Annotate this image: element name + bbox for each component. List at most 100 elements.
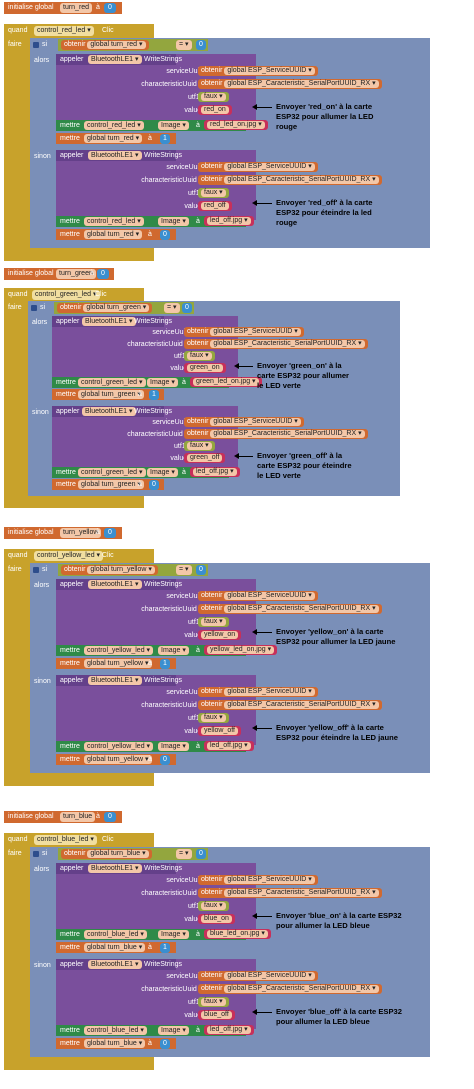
characteristic-uuid-dropdown[interactable]: global ESP_Caracteristic_SerialPortUUID_…: [210, 340, 365, 348]
button-name-dropdown[interactable]: control_blue_led ▾: [34, 835, 97, 845]
image-property-dropdown[interactable]: Image ▾: [158, 646, 189, 655]
image-file-field[interactable]: yellow_led_on.jpg ▾: [207, 646, 275, 654]
text-value-block[interactable]: blue_off: [198, 1010, 235, 1020]
equals-compare-block[interactable]: obtenir global turn_red ▾ = ▾ 0: [58, 39, 208, 51]
number-zero-block[interactable]: 0: [160, 755, 170, 765]
then-set-global-block[interactable]: mettre global turn_blue ▾ à 1: [56, 942, 176, 953]
image-property-dropdown[interactable]: Image ▾: [147, 468, 178, 477]
button-component-dropdown[interactable]: control_red_led ▾: [84, 217, 144, 226]
number-zero-block[interactable]: 0: [104, 3, 116, 13]
component-dropdown[interactable]: BluetoothLE1 ▾: [82, 317, 136, 326]
text-value-field[interactable]: blue_off: [201, 1011, 232, 1019]
text-value-block[interactable]: blue_on: [198, 914, 235, 924]
image-file-block[interactable]: blue_led_on.jpg ▾: [204, 929, 271, 939]
get-variable-block[interactable]: obtenir global turn_blue ▾: [61, 849, 152, 859]
get-characteristic-uuid-block[interactable]: obtenir global ESP_Caracteristic_SerialP…: [198, 79, 382, 89]
get-characteristic-uuid-block[interactable]: obtenir global ESP_Caracteristic_SerialP…: [198, 700, 382, 710]
characteristic-uuid-dropdown[interactable]: global ESP_Caracteristic_SerialPortUUID_…: [224, 889, 379, 897]
equals-compare-block[interactable]: obtenir global turn_yellow ▾ = ▾ 0: [58, 564, 208, 576]
image-file-field[interactable]: led_off.jpg ▾: [207, 217, 251, 225]
equals-operator-dropdown[interactable]: = ▾: [176, 849, 192, 859]
service-uuid-dropdown[interactable]: global ESP_ServiceUUID ▾: [224, 972, 315, 980]
text-value-block[interactable]: green_on: [184, 363, 226, 373]
button-component-dropdown[interactable]: control_red_led ▾: [84, 121, 144, 130]
button-component-dropdown[interactable]: control_blue_led ▾: [84, 930, 147, 939]
else-set-global-block[interactable]: mettre global turn_green ▾ à 0: [52, 479, 164, 490]
service-uuid-dropdown[interactable]: global ESP_ServiceUUID ▾: [224, 592, 315, 600]
get-characteristic-uuid-block[interactable]: obtenir global ESP_Caracteristic_SerialP…: [184, 429, 368, 439]
characteristic-uuid-dropdown[interactable]: global ESP_Caracteristic_SerialPortUUID_…: [224, 701, 379, 709]
text-value-field[interactable]: red_off: [201, 202, 229, 210]
get-service-uuid-block[interactable]: obtenir global ESP_ServiceUUID ▾: [198, 162, 318, 172]
image-file-field[interactable]: blue_led_on.jpg ▾: [207, 930, 268, 938]
image-property-dropdown[interactable]: Image ▾: [147, 378, 178, 387]
get-service-uuid-block[interactable]: obtenir global ESP_ServiceUUID ▾: [198, 66, 318, 76]
number-zero-block[interactable]: 0: [97, 269, 109, 279]
equals-operator-dropdown[interactable]: = ▾: [164, 303, 180, 313]
text-value-field[interactable]: green_on: [187, 364, 223, 372]
global-variable-dropdown[interactable]: global turn_green ▾: [78, 390, 144, 399]
image-property-dropdown[interactable]: Image ▾: [158, 121, 189, 130]
service-uuid-dropdown[interactable]: global ESP_ServiceUUID ▾: [224, 67, 315, 75]
button-component-dropdown[interactable]: control_green_led ▾: [78, 378, 146, 387]
get-service-uuid-block[interactable]: obtenir global ESP_ServiceUUID ▾: [198, 687, 318, 697]
component-dropdown[interactable]: BluetoothLE1 ▾: [88, 580, 142, 589]
false-boolean-block[interactable]: faux ▾: [184, 441, 215, 451]
equals-compare-block[interactable]: obtenir global turn_green ▾ = ▾ 0: [54, 302, 194, 314]
service-uuid-dropdown[interactable]: global ESP_ServiceUUID ▾: [224, 876, 315, 884]
number-one-block[interactable]: 1: [149, 390, 159, 400]
get-variable-block[interactable]: obtenir global turn_red ▾: [61, 40, 149, 50]
component-dropdown[interactable]: BluetoothLE1 ▾: [82, 407, 136, 416]
component-dropdown[interactable]: BluetoothLE1 ▾: [88, 864, 142, 873]
number-one-block[interactable]: 1: [160, 943, 170, 953]
component-dropdown[interactable]: BluetoothLE1 ▾: [88, 676, 142, 685]
gear-icon[interactable]: [33, 567, 39, 573]
variable-name-field[interactable]: turn_red: [60, 3, 93, 13]
false-dropdown[interactable]: faux ▾: [201, 618, 226, 626]
false-dropdown[interactable]: faux ▾: [201, 714, 226, 722]
button-component-dropdown[interactable]: control_blue_led ▾: [84, 1026, 147, 1035]
number-zero-block[interactable]: 0: [160, 230, 170, 240]
get-variable-dropdown[interactable]: global turn_green ▾: [83, 304, 150, 312]
get-variable-dropdown[interactable]: global turn_yellow ▾: [87, 566, 155, 574]
then-set-global-block[interactable]: mettre global turn_yellow ▾ à 1: [56, 658, 176, 669]
service-uuid-dropdown[interactable]: global ESP_ServiceUUID ▾: [210, 418, 301, 426]
initialise-global-block[interactable]: initialise global turn_red à 0: [4, 2, 122, 14]
image-property-dropdown[interactable]: Image ▾: [158, 930, 189, 939]
then-set-image-block[interactable]: mettre control_blue_led ▾ Image ▾ à: [56, 929, 246, 940]
image-file-block[interactable]: led_off.jpg ▾: [190, 467, 240, 477]
then-set-image-block[interactable]: mettre control_yellow_led ▾ Image ▾ à: [56, 645, 246, 656]
image-file-block[interactable]: led_off.jpg ▾: [204, 741, 254, 751]
number-zero-block[interactable]: 0: [104, 812, 116, 822]
image-property-dropdown[interactable]: Image ▾: [158, 742, 189, 751]
gear-icon[interactable]: [33, 851, 39, 857]
get-variable-dropdown[interactable]: global turn_red ▾: [87, 41, 146, 49]
get-variable-block[interactable]: obtenir global turn_green ▾: [57, 303, 153, 313]
characteristic-uuid-dropdown[interactable]: global ESP_Caracteristic_SerialPortUUID_…: [224, 80, 379, 88]
text-value-block[interactable]: yellow_off: [198, 726, 242, 736]
get-service-uuid-block[interactable]: obtenir global ESP_ServiceUUID ▾: [198, 971, 318, 981]
else-set-image-block[interactable]: mettre control_yellow_led ▾ Image ▾ à: [56, 741, 246, 752]
else-set-image-block[interactable]: mettre control_red_led ▾ Image ▾ à: [56, 216, 246, 227]
else-set-image-block[interactable]: mettre control_blue_led ▾ Image ▾ à: [56, 1025, 246, 1036]
image-file-block[interactable]: green_led_on.jpg ▾: [190, 377, 262, 387]
false-boolean-block[interactable]: faux ▾: [198, 997, 229, 1007]
else-set-global-block[interactable]: mettre global turn_blue ▾ à 0: [56, 1038, 176, 1049]
image-file-field[interactable]: green_led_on.jpg ▾: [193, 378, 259, 386]
number-zero-block[interactable]: 0: [182, 303, 192, 313]
service-uuid-dropdown[interactable]: global ESP_ServiceUUID ▾: [224, 163, 315, 171]
else-set-image-block[interactable]: mettre control_green_led ▾ Image ▾ à: [52, 467, 229, 478]
image-file-block[interactable]: yellow_led_on.jpg ▾: [204, 645, 278, 655]
gear-icon[interactable]: [33, 42, 39, 48]
service-uuid-dropdown[interactable]: global ESP_ServiceUUID ▾: [224, 688, 315, 696]
get-service-uuid-block[interactable]: obtenir global ESP_ServiceUUID ▾: [198, 875, 318, 885]
false-boolean-block[interactable]: faux ▾: [198, 901, 229, 911]
text-value-block[interactable]: red_on: [198, 105, 232, 115]
global-variable-dropdown[interactable]: global turn_red ▾: [84, 230, 143, 239]
else-set-global-block[interactable]: mettre global turn_yellow ▾ à 0: [56, 754, 176, 765]
number-zero-block[interactable]: 0: [149, 480, 159, 490]
number-zero-block[interactable]: 0: [196, 40, 206, 50]
number-zero-block[interactable]: 0: [160, 1039, 170, 1049]
characteristic-uuid-dropdown[interactable]: global ESP_Caracteristic_SerialPortUUID_…: [224, 985, 379, 993]
image-file-block[interactable]: red_led_on.jpg ▾: [204, 120, 268, 130]
